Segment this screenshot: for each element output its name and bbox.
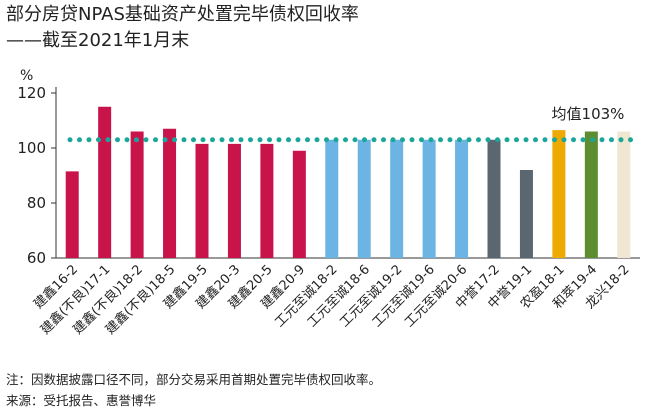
bar [98, 106, 112, 258]
y-tick-label: 100 [17, 139, 46, 157]
bar [617, 131, 631, 258]
bar [130, 131, 144, 258]
bar [227, 143, 241, 258]
bar [195, 143, 209, 258]
average-label: 均值103% [552, 105, 625, 123]
bar [325, 139, 339, 258]
y-axis-unit: % [20, 68, 33, 84]
y-tick-label: 60 [27, 249, 46, 267]
footnote: 注：因数据披露口径不同，部分交易采用首期处置完毕债权回收率。 [6, 372, 382, 387]
bar [422, 139, 436, 258]
y-tick-label: 120 [17, 84, 46, 102]
bar [455, 139, 469, 258]
source-note: 来源：受托报告、惠誉博华 [6, 393, 157, 408]
bar [163, 128, 177, 258]
bar-chart: %6080100120建鑫16-2建鑫(不良)17-1建鑫(不良)18-2建鑫(… [17, 68, 640, 338]
bar [584, 131, 598, 258]
y-tick-label: 80 [27, 194, 46, 212]
bar [292, 150, 306, 258]
bar [487, 139, 501, 258]
bar [65, 171, 79, 258]
bar [552, 130, 566, 258]
bar [260, 143, 274, 258]
chart-title: 部分房贷NPAS基础资产处置完毕债权回收率 [6, 4, 359, 25]
bar [390, 139, 404, 258]
chart-subtitle: ——截至2021年1月末 [6, 30, 190, 51]
bar [519, 170, 533, 258]
bar [357, 139, 371, 258]
